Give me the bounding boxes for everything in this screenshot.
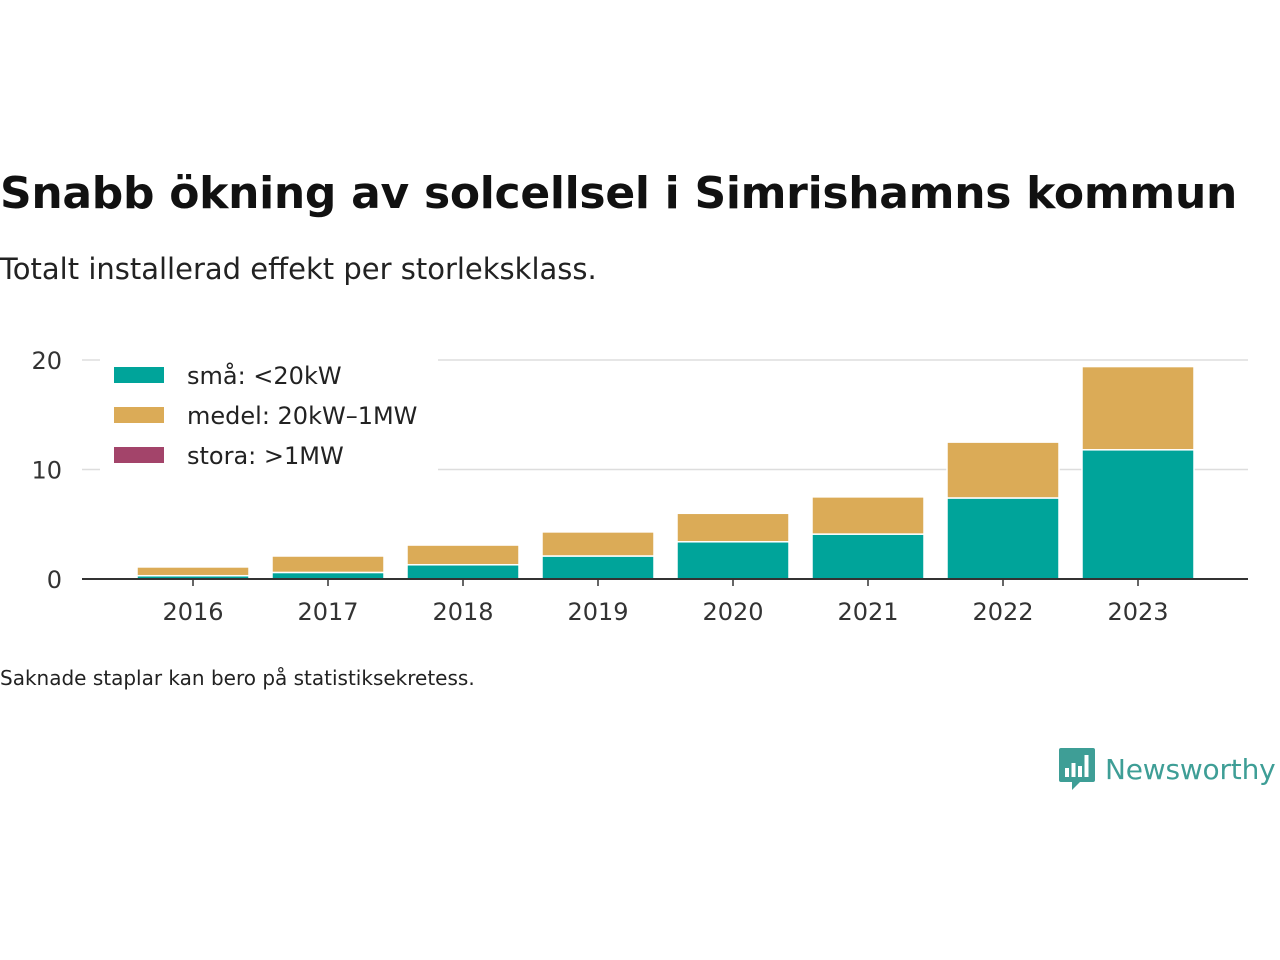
y-tick-label: 10 xyxy=(31,457,62,485)
y-tick-label: 0 xyxy=(47,566,62,594)
x-tick-label: 2022 xyxy=(972,598,1033,626)
chart-title: Snabb ökning av solcellsel i Simrishamns… xyxy=(0,168,1238,219)
bar-segment xyxy=(1081,365,1195,451)
bar-segment xyxy=(541,555,655,580)
x-tick-label: 2020 xyxy=(702,598,763,626)
stacked-bar-chart: 0 10 20 2016 2017 2018 2019 2020 2021 2022 2023 s… xyxy=(31,347,1248,626)
bar-segment xyxy=(136,566,250,577)
bars xyxy=(136,365,1195,580)
bar-segment xyxy=(541,531,655,557)
y-tick-label: 20 xyxy=(31,347,62,375)
legend-label: medel: 20kW–1MW xyxy=(187,402,417,430)
bar-segment xyxy=(406,544,520,566)
brand-name: Newsworthy xyxy=(1105,752,1276,786)
legend-label: stora: >1MW xyxy=(187,442,344,470)
legend-swatch xyxy=(114,407,164,423)
footnote: Saknade staplar kan bero på statistiksek… xyxy=(0,666,475,690)
x-tick-label: 2019 xyxy=(567,598,628,626)
legend-swatch xyxy=(114,447,164,463)
x-tick-label: 2021 xyxy=(837,598,898,626)
brand-logo: Newsworthy xyxy=(1058,746,1276,792)
legend-label: små: <20kW xyxy=(187,361,342,390)
newsworthy-logo-icon xyxy=(1059,748,1095,790)
legend-swatch xyxy=(114,367,164,383)
y-axis: 0 10 20 xyxy=(31,347,62,594)
x-tick-label: 2017 xyxy=(297,598,358,626)
bar-segment xyxy=(946,497,1060,580)
x-tick-label: 2023 xyxy=(1107,598,1168,626)
bar-segment xyxy=(406,564,520,580)
x-tick-label: 2016 xyxy=(162,598,223,626)
bar-segment xyxy=(1081,449,1195,580)
bar-segment xyxy=(676,512,790,543)
chart-subtitle: Totalt installerad effekt per storlekskl… xyxy=(0,252,597,286)
legend: små: <20kW medel: 20kW–1MW stora: >1MW xyxy=(100,352,438,474)
bar-segment xyxy=(271,555,385,574)
x-tick-label: 2018 xyxy=(432,598,493,626)
bar-segment xyxy=(676,541,790,580)
bar-segment xyxy=(811,496,925,535)
x-axis: 2016 2017 2018 2019 2020 2021 2022 2023 xyxy=(82,578,1248,626)
bar-segment xyxy=(811,533,925,580)
bar-segment xyxy=(946,441,1060,499)
